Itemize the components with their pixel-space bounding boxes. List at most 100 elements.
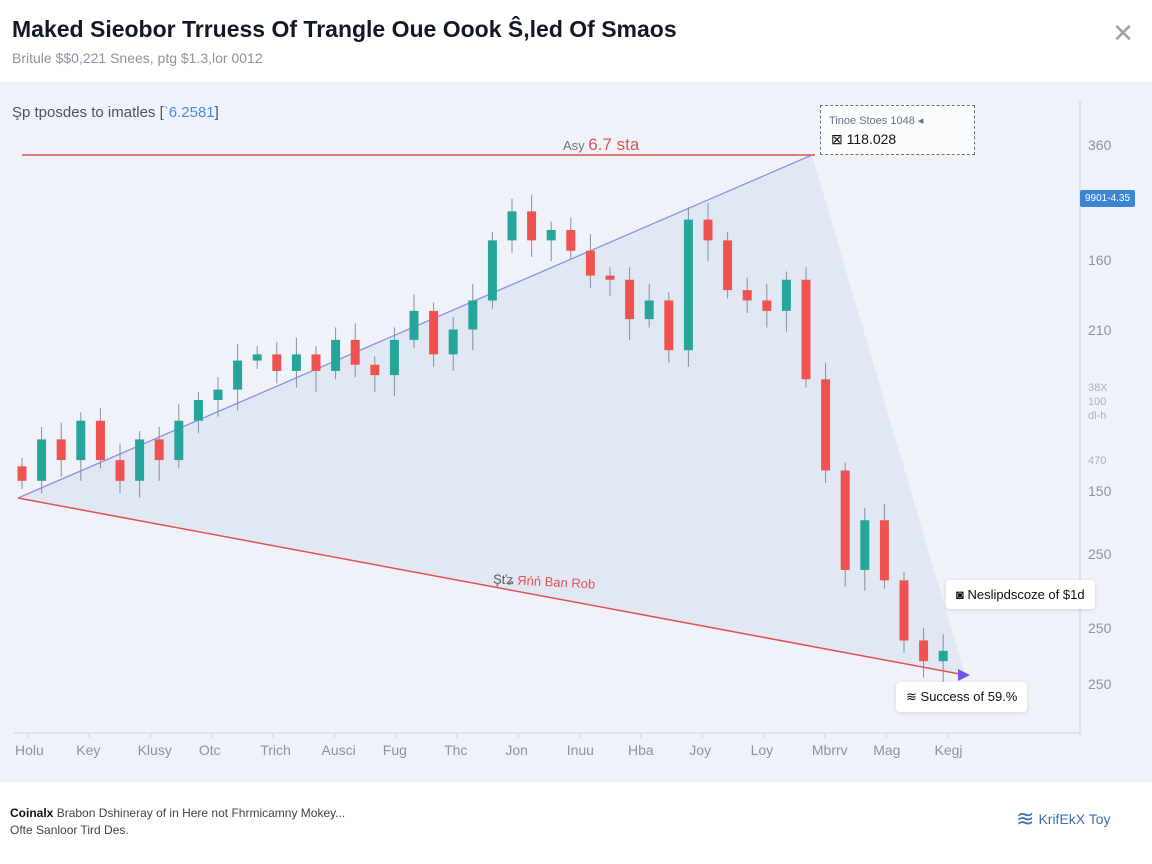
wifi-icon: ≋ bbox=[906, 689, 917, 704]
candle-body-down bbox=[762, 300, 772, 311]
candle-body-up bbox=[644, 300, 654, 320]
candle-body-down bbox=[585, 250, 595, 276]
price-tag: 9901-4.35 bbox=[1080, 190, 1136, 207]
candle bbox=[546, 221, 556, 262]
candle-body-down bbox=[154, 439, 164, 461]
candle bbox=[762, 283, 772, 328]
candle bbox=[37, 426, 47, 494]
candle-body-down bbox=[527, 211, 537, 241]
brand-logo: ≋ KrifEkX Toy bbox=[1016, 806, 1111, 832]
candle bbox=[389, 327, 399, 396]
candle-body-down bbox=[350, 339, 360, 365]
candle bbox=[233, 344, 243, 411]
candle-body-up bbox=[37, 439, 47, 481]
candle bbox=[56, 422, 66, 477]
candle-body-up bbox=[135, 439, 145, 481]
caption-value: `6.2581 bbox=[163, 104, 215, 121]
candle bbox=[566, 217, 576, 260]
y-tick-label: 360 bbox=[1088, 137, 1112, 153]
x-tick-label: Inuu bbox=[566, 742, 594, 758]
x-tick-label: Ausci bbox=[321, 742, 356, 758]
candle bbox=[468, 283, 478, 351]
candle-body-up bbox=[76, 420, 86, 461]
candle bbox=[507, 198, 517, 253]
candle-body-down bbox=[95, 420, 105, 461]
y-tick-label: 250 bbox=[1088, 620, 1112, 636]
breakout-arrow bbox=[958, 669, 970, 681]
candle-body-up bbox=[193, 399, 203, 421]
candle-body-down bbox=[879, 520, 889, 581]
tooltip-value: 118.028 bbox=[846, 131, 897, 147]
candle bbox=[448, 317, 458, 371]
candle-body-down bbox=[311, 354, 321, 371]
candle bbox=[174, 404, 184, 469]
candle-body-up bbox=[174, 420, 184, 461]
candle bbox=[409, 294, 419, 349]
envelope-icon: ⊠ bbox=[831, 131, 843, 147]
candle bbox=[801, 267, 811, 388]
candle-body-down bbox=[801, 279, 811, 380]
candle bbox=[135, 431, 145, 498]
candle-body-down bbox=[821, 379, 831, 471]
candle-body-down bbox=[723, 240, 733, 291]
x-tick-label: Holu bbox=[15, 742, 44, 758]
candle-body-down bbox=[605, 275, 615, 280]
candle bbox=[17, 458, 27, 490]
candle-body-down bbox=[56, 439, 66, 461]
candle-body-up bbox=[409, 310, 419, 340]
brand-logo-text: KrifEkX Toy bbox=[1038, 811, 1111, 827]
candle bbox=[723, 232, 733, 299]
candle-body-up bbox=[448, 329, 458, 355]
candle bbox=[821, 362, 831, 483]
candle bbox=[252, 346, 262, 369]
callout-success: ≋ Success of 59.% bbox=[896, 682, 1028, 712]
candle bbox=[625, 267, 635, 340]
callout-text: Success of 59.% bbox=[920, 689, 1018, 704]
caption-text: Şp tposdes to imatles [ bbox=[12, 104, 164, 121]
candle bbox=[664, 292, 674, 363]
page-title: Maked Sieobor Trruess Of Trangle Oue Ooo… bbox=[12, 16, 677, 42]
candle-body-up bbox=[546, 229, 556, 241]
page-subtitle: Britule $$0,221 Snees, ptg $1.3,lor 0012 bbox=[12, 50, 263, 66]
lower-trendline bbox=[17, 497, 966, 676]
tooltip-title: Tinoe Stoes 1048 ◂ bbox=[829, 115, 924, 127]
candle-body-up bbox=[213, 389, 223, 400]
candle-body-up bbox=[233, 360, 243, 390]
x-tick-label: Joy bbox=[689, 742, 712, 758]
support-prefix: Şťʑ bbox=[492, 571, 515, 588]
candle bbox=[860, 507, 870, 591]
candle bbox=[370, 356, 380, 392]
y-tick-label: 160 bbox=[1088, 252, 1112, 268]
candle-body-up bbox=[331, 339, 341, 371]
candle-body-up bbox=[468, 300, 478, 330]
candle bbox=[95, 408, 105, 469]
y-tick-label: 150 bbox=[1088, 483, 1112, 499]
close-icon[interactable]: ✕ bbox=[1112, 18, 1134, 48]
candle bbox=[311, 346, 321, 392]
resistance-prefix: Asy bbox=[563, 138, 585, 153]
candle bbox=[919, 628, 929, 678]
candle-body-down bbox=[703, 219, 713, 241]
candle bbox=[76, 412, 86, 481]
candle bbox=[213, 377, 223, 417]
footer-line-1: Coinalx Brabon Dshineray of in Here not … bbox=[10, 806, 345, 820]
x-tick-label: Otc bbox=[198, 742, 221, 758]
x-tick-label: Jon bbox=[505, 742, 528, 758]
candle-body-down bbox=[919, 640, 929, 662]
candle bbox=[644, 283, 654, 328]
chart-caption: Şp tposdes to imatles [`6.2581] bbox=[12, 104, 219, 121]
candle-body-up bbox=[860, 520, 870, 570]
candle bbox=[683, 207, 693, 367]
camera-icon: ◙ bbox=[956, 587, 964, 602]
candle bbox=[703, 203, 713, 262]
candle-body-down bbox=[840, 470, 850, 570]
caption-suffix: ] bbox=[214, 104, 219, 121]
candle bbox=[193, 391, 203, 434]
y-tick-label: 210 bbox=[1088, 322, 1112, 338]
candle bbox=[429, 302, 439, 367]
candle bbox=[115, 443, 125, 494]
candle-body-down bbox=[370, 364, 380, 376]
footer-text: Brabon Dshineray of in Here not Fhrmicam… bbox=[56, 806, 346, 820]
candle bbox=[331, 327, 341, 380]
x-tick-label: Key bbox=[76, 742, 101, 758]
